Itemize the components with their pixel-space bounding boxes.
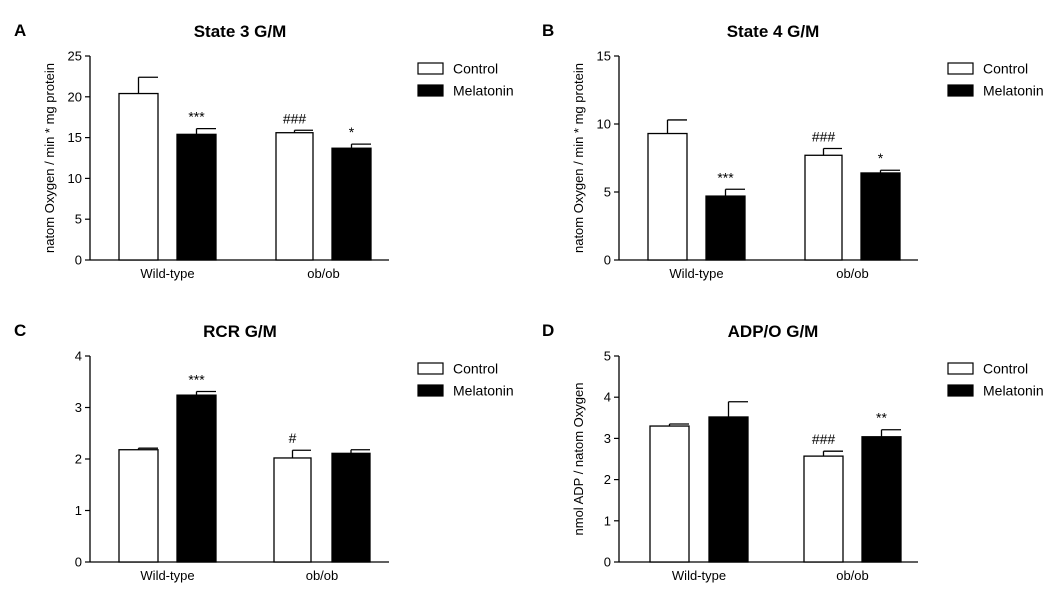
legend-label-control: Control xyxy=(983,361,1028,377)
y-tick-label: 5 xyxy=(604,349,611,364)
y-tick-label: 15 xyxy=(68,130,82,145)
y-axis-label: nmol ADP / natom Oxygen xyxy=(571,383,586,536)
x-tick-label: Wild-type xyxy=(140,266,194,281)
bar-melatonin-wild-type xyxy=(708,416,749,563)
x-tick-label: ob/ob xyxy=(836,266,869,281)
chart-panel-c: C RCR G/M 0 1 2 3 4 *** # Wild-type ob/ob Control Me… xyxy=(14,321,514,583)
significance-marker: *** xyxy=(188,372,205,388)
legend-swatch-melatonin xyxy=(947,384,974,397)
y-tick-label: 2 xyxy=(75,452,82,467)
legend: Control Melatonin xyxy=(417,361,514,399)
panel-label: D xyxy=(542,321,554,340)
bar-melatonin-obob xyxy=(331,147,372,261)
legend-label-melatonin: Melatonin xyxy=(453,383,514,399)
panel-label: A xyxy=(14,21,26,40)
bar-control-obob xyxy=(273,457,312,563)
legend-label-control: Control xyxy=(453,361,498,377)
significance-marker: ### xyxy=(812,128,836,144)
legend-swatch-control xyxy=(417,362,444,375)
bar-melatonin-obob xyxy=(331,452,371,563)
y-tick-label: 10 xyxy=(597,117,611,132)
y-axis-label: natom Oxygen / min * mg protein xyxy=(42,63,57,253)
x-tick-label: Wild-type xyxy=(140,568,194,583)
significance-marker: ** xyxy=(876,410,887,426)
significance-marker: ### xyxy=(812,431,836,447)
bar-control-obob xyxy=(275,132,314,261)
bar-melatonin-wild-type xyxy=(705,195,746,261)
y-tick-label: 5 xyxy=(75,212,82,227)
legend: Control Melatonin xyxy=(417,61,514,99)
chart-panel-a: A State 3 G/M 0 5 10 15 20 25 natom Oxygen / min… xyxy=(14,21,514,281)
bar-control-obob xyxy=(804,154,843,261)
y-tick-label: 25 xyxy=(68,49,82,64)
x-tick-label: ob/ob xyxy=(307,266,340,281)
bar-control-obob xyxy=(803,455,844,563)
bar-melatonin-wild-type xyxy=(176,394,217,563)
x-tick-label: ob/ob xyxy=(306,568,339,583)
y-tick-label: 3 xyxy=(75,400,82,415)
x-tick-label: Wild-type xyxy=(672,568,726,583)
legend: Control Melatonin xyxy=(947,61,1044,99)
y-tick-label: 0 xyxy=(75,555,82,570)
legend-swatch-control xyxy=(417,62,444,75)
chart-title: RCR G/M xyxy=(203,322,277,341)
bar-control-wild-type xyxy=(118,92,159,261)
y-axis-label: natom Oxygen / min * mg protein xyxy=(571,63,586,253)
significance-marker: * xyxy=(878,150,884,166)
y-tick-label: 10 xyxy=(68,171,82,186)
y-tick-label: 3 xyxy=(604,431,611,446)
y-tick-label: 1 xyxy=(604,513,611,528)
legend-swatch-melatonin xyxy=(417,84,444,97)
significance-marker: *** xyxy=(717,169,734,185)
legend-label-melatonin: Melatonin xyxy=(453,83,514,99)
legend-label-control: Control xyxy=(983,61,1028,77)
panel-label: C xyxy=(14,321,26,340)
chart-panel-d: D ADP/O G/M 0 1 2 3 4 5 nmol ADP / natom Oxygen #… xyxy=(542,321,1044,583)
significance-marker: # xyxy=(289,430,297,446)
significance-marker: *** xyxy=(188,109,205,125)
bar-melatonin-obob xyxy=(861,436,902,563)
bar-melatonin-wild-type xyxy=(176,133,217,261)
chart-title: State 3 G/M xyxy=(194,22,287,41)
significance-marker: ### xyxy=(283,110,307,126)
legend-swatch-control xyxy=(947,362,974,375)
x-tick-label: ob/ob xyxy=(836,568,869,583)
legend-label-control: Control xyxy=(453,61,498,77)
legend-swatch-control xyxy=(947,62,974,75)
legend: Control Melatonin xyxy=(947,361,1044,399)
chart-panel-b: B State 4 G/M 0 5 10 15 natom Oxygen / min * m… xyxy=(542,21,1044,281)
y-tick-label: 4 xyxy=(75,349,82,364)
y-tick-label: 0 xyxy=(75,253,82,268)
legend-label-melatonin: Melatonin xyxy=(983,83,1044,99)
x-tick-label: Wild-type xyxy=(669,266,723,281)
bar-control-wild-type xyxy=(118,449,159,563)
bar-control-wild-type xyxy=(647,132,688,261)
y-tick-label: 2 xyxy=(604,472,611,487)
bar-melatonin-obob xyxy=(860,172,901,261)
chart-title: State 4 G/M xyxy=(727,22,820,41)
y-tick-label: 15 xyxy=(597,49,611,64)
legend-swatch-melatonin xyxy=(947,84,974,97)
y-tick-label: 0 xyxy=(604,555,611,570)
bar-control-wild-type xyxy=(649,425,690,563)
chart-title: ADP/O G/M xyxy=(728,322,819,341)
significance-marker: * xyxy=(349,124,355,140)
y-tick-label: 20 xyxy=(68,89,82,104)
y-tick-label: 0 xyxy=(604,253,611,268)
y-tick-label: 1 xyxy=(75,503,82,518)
legend-label-melatonin: Melatonin xyxy=(983,383,1044,399)
y-tick-label: 5 xyxy=(604,185,611,200)
panel-label: B xyxy=(542,21,554,40)
y-tick-label: 4 xyxy=(604,390,611,405)
legend-swatch-melatonin xyxy=(417,384,444,397)
